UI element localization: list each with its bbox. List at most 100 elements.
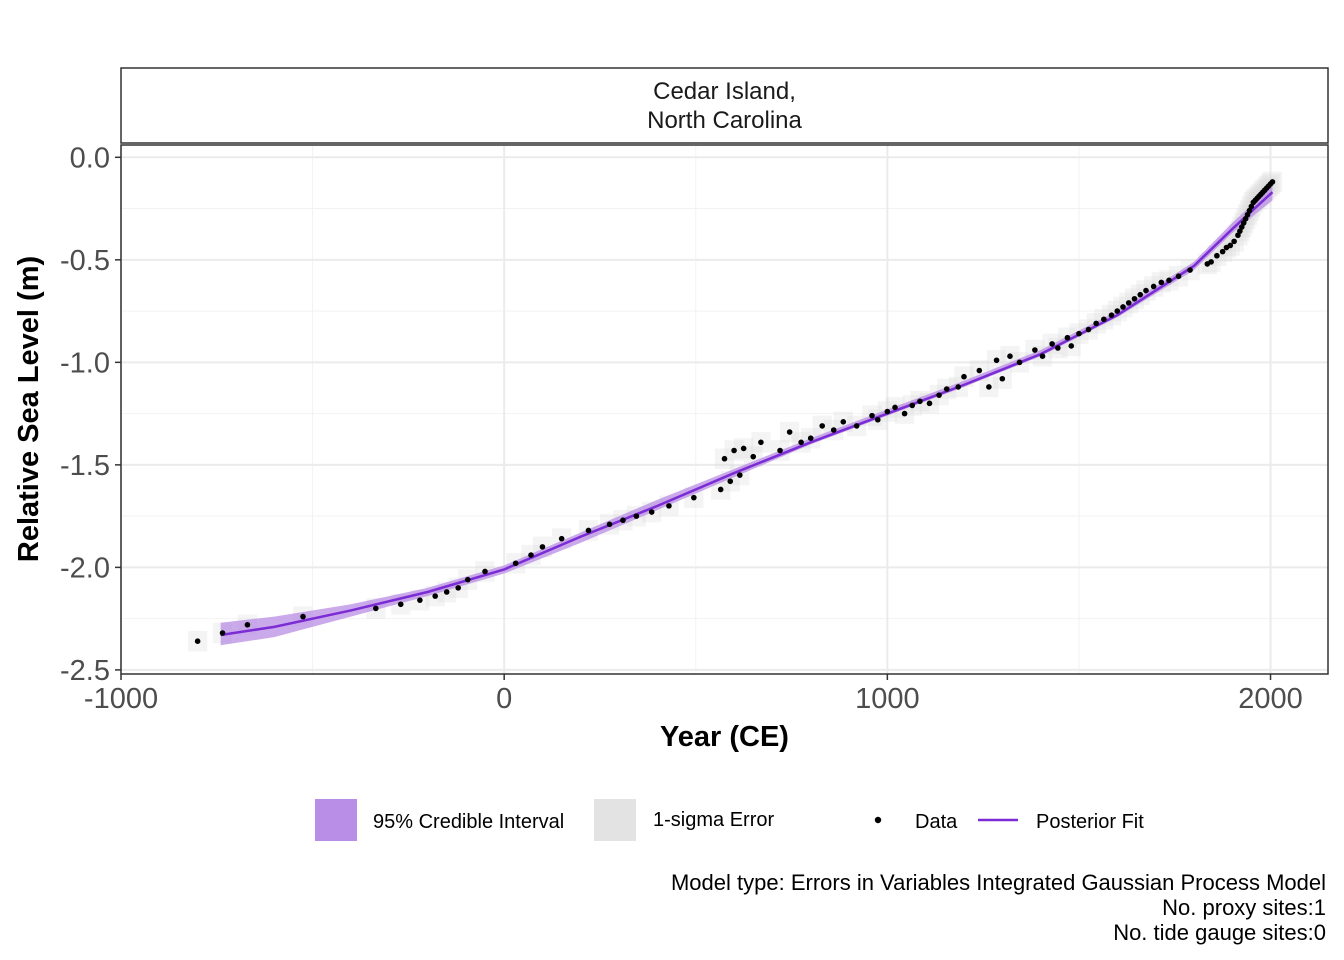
posterior-fit-line: [220, 191, 1274, 637]
panel-border: [120, 144, 1329, 675]
data-point: [1068, 343, 1075, 349]
data-point: [1137, 291, 1144, 298]
data-point: [869, 412, 875, 419]
data-point: [840, 419, 847, 425]
data-point: [721, 455, 728, 462]
data-point: [1187, 267, 1193, 273]
data-point: [620, 517, 626, 524]
data-point: [807, 435, 814, 442]
data-point: [758, 439, 764, 446]
data-point: [1231, 238, 1237, 245]
data-point: [455, 585, 461, 591]
y-tick-label: -0.5: [60, 245, 110, 277]
caption-proxy-sites: No. proxy sites:1: [1162, 895, 1326, 920]
legend-label-credible-interval: 95% Credible Interval: [373, 811, 564, 833]
y-tick-label: -2.5: [60, 655, 110, 687]
data-point: [633, 513, 640, 519]
legend-label-data: Data: [915, 811, 958, 833]
data-point: [464, 576, 471, 583]
legend-label-posterior-fit: Posterior Fit: [1036, 811, 1144, 833]
data-point: [798, 439, 804, 446]
y-tick-label: -1.5: [60, 450, 110, 482]
caption-model-type: Model type: Errors in Variables Integrat…: [671, 870, 1326, 895]
caption-tide-gauge-sites: No. tide gauge sites:0: [1113, 920, 1326, 945]
data-point: [397, 601, 404, 608]
x-tick-label: 0: [496, 683, 512, 715]
legend-key-sigma-error: [594, 799, 636, 841]
data-point: [961, 373, 967, 380]
x-tick-label: 2000: [1238, 683, 1303, 715]
data-point: [585, 527, 592, 534]
data-point: [1064, 334, 1071, 341]
axis-ticks: -1000 0 1000 2000 0.0 -0.5 -1.0 -1.5 -2.0 -2.5: [60, 142, 1303, 715]
data-point: [1120, 304, 1126, 310]
data-point: [1093, 320, 1099, 327]
data-point: [976, 367, 983, 374]
data-point: [1076, 330, 1082, 337]
data-point: [1214, 252, 1220, 259]
facet-title-line-1: Cedar Island,: [653, 78, 796, 105]
data-point: [1219, 248, 1226, 255]
data-points: [194, 179, 1276, 644]
data-point: [1143, 287, 1149, 294]
data-point: [443, 589, 450, 595]
x-tick-label: 1000: [855, 683, 920, 715]
data-point: [558, 535, 565, 542]
data-point: [432, 593, 439, 599]
data-point: [830, 427, 837, 433]
data-point: [737, 472, 743, 478]
data-point: [1016, 359, 1023, 366]
data-point: [819, 423, 826, 429]
legend-label-sigma-error: 1-sigma Error: [653, 809, 774, 831]
data-point: [1150, 283, 1157, 290]
data-point: [884, 408, 891, 415]
data-point: [750, 453, 757, 460]
data-point: [986, 384, 992, 390]
data-point: [1085, 326, 1092, 333]
data-point: [901, 410, 908, 417]
data-point: [1158, 279, 1165, 286]
data-point: [926, 400, 933, 407]
data-point: [1049, 341, 1055, 347]
data-point: [1108, 312, 1115, 318]
legend-key-credible-interval: [315, 799, 357, 841]
data-point: [1114, 308, 1121, 314]
data-point: [993, 357, 1000, 364]
data-point: [917, 398, 923, 405]
data-point: [1007, 353, 1013, 359]
data-point: [1125, 300, 1132, 306]
data-point: [786, 429, 793, 435]
data-point: [244, 621, 251, 628]
data-point: [955, 384, 962, 390]
legend: 95% Credible Interval 1-sigma Error Data…: [315, 799, 1144, 841]
data-point: [909, 402, 916, 409]
data-point: [1055, 345, 1061, 351]
data-point: [1175, 273, 1182, 280]
data-point: [373, 605, 379, 612]
data-point: [300, 613, 306, 620]
data-point: [648, 509, 655, 515]
x-tick-label: -1000: [84, 683, 158, 715]
y-axis-title: Relative Sea Level (m): [13, 256, 45, 562]
data-point: [999, 375, 1006, 382]
data-point: [740, 445, 747, 452]
data-point: [417, 597, 423, 603]
y-tick-label: 0.0: [70, 142, 110, 174]
data-point: [1131, 295, 1138, 302]
data-point: [1032, 347, 1038, 353]
data-point: [482, 568, 488, 575]
data-point: [606, 521, 613, 528]
facet-strip: [120, 67, 1329, 144]
data-point: [727, 478, 734, 485]
data-point: [1227, 242, 1234, 249]
data-point: [539, 544, 546, 550]
data-point: [194, 638, 201, 644]
data-point: [892, 404, 898, 411]
data-point: [936, 392, 942, 398]
data-point: [528, 552, 534, 558]
data-point: [1101, 316, 1107, 323]
y-tick-label: -2.0: [60, 552, 110, 584]
data-point: [219, 630, 226, 636]
data-point: [717, 486, 724, 493]
